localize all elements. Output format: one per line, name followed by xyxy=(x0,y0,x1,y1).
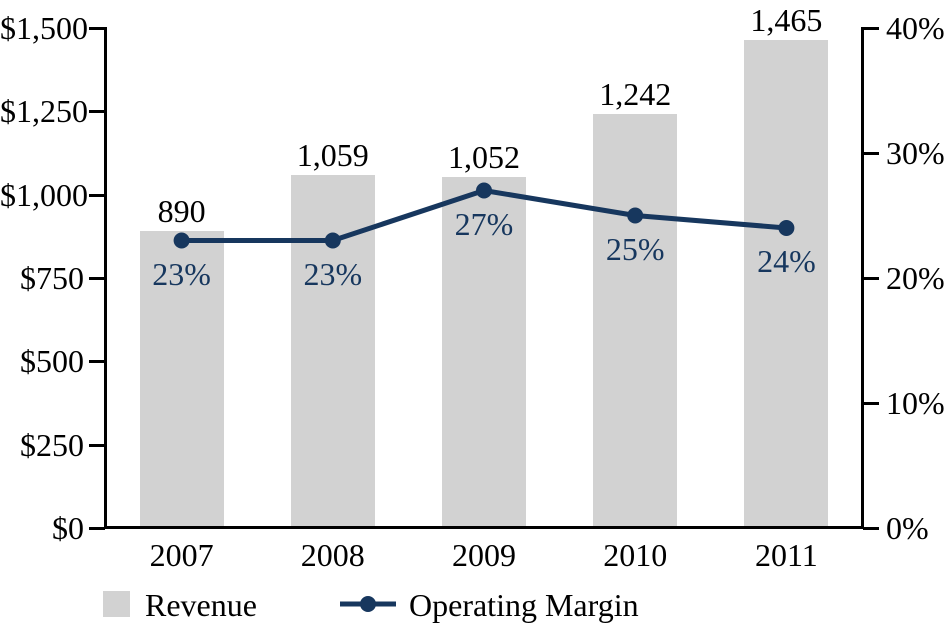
right-axis-tick-label: 40% xyxy=(886,10,944,46)
revenue-bar-2010 xyxy=(593,114,678,528)
right-axis-tick xyxy=(863,527,879,530)
revenue-value-label: 1,052 xyxy=(448,139,520,176)
right-axis-tick xyxy=(863,402,879,405)
x-axis-label-2010: 2010 xyxy=(603,537,668,573)
left-axis-tick-label: $0 xyxy=(52,510,84,546)
revenue-legend-label: Revenue xyxy=(145,587,257,623)
right-axis-line xyxy=(861,27,864,529)
operating-margin-value-label: 24% xyxy=(757,243,816,279)
left-axis-tick-label: $1,250 xyxy=(0,93,88,130)
operating-margin-value-label: 23% xyxy=(303,255,363,292)
left-axis-tick-label: $1,000 xyxy=(0,176,88,213)
left-axis-tick xyxy=(89,277,105,280)
left-axis-tick-label: $750 xyxy=(20,260,84,296)
right-axis-tick-label: 10% xyxy=(886,385,944,421)
revenue-legend-swatch xyxy=(103,591,130,617)
left-axis-tick xyxy=(89,360,105,364)
operating-margin-value-label: 23% xyxy=(152,255,211,292)
revenue-bar-2007 xyxy=(139,231,224,528)
operating-margin-value-label: 25% xyxy=(605,230,665,267)
left-axis-tick-label: $250 xyxy=(20,426,84,463)
left-axis-tick xyxy=(89,193,105,197)
operating-margin-legend-label: Operating Margin xyxy=(409,587,639,623)
right-axis-tick xyxy=(863,27,879,30)
right-axis-tick xyxy=(863,277,879,280)
x-axis-label-2011: 2011 xyxy=(754,537,818,573)
left-axis-tick xyxy=(89,443,105,447)
left-axis-tick xyxy=(89,110,105,114)
operating-margin-value-label: 27% xyxy=(454,205,514,242)
x-axis-line xyxy=(104,526,864,529)
left-axis-line xyxy=(104,27,107,529)
operating-margin-legend-marker xyxy=(340,596,396,612)
x-axis-label-2007: 2007 xyxy=(149,537,214,573)
right-axis-tick-label: 0% xyxy=(886,510,929,546)
right-axis-tick-label: 30% xyxy=(886,135,944,171)
right-axis-tick-label: 20% xyxy=(886,260,944,296)
x-axis-label-2008: 2008 xyxy=(300,537,365,573)
right-axis-tick xyxy=(863,152,879,155)
revenue-value-label: 1,059 xyxy=(296,137,369,173)
left-axis-tick xyxy=(89,27,105,30)
revenue-bar-2008 xyxy=(290,175,375,528)
revenue-bar-2011 xyxy=(744,39,829,528)
left-axis-tick-label: $1,500 xyxy=(0,10,88,46)
revenue-value-label: 1,242 xyxy=(599,76,672,112)
left-axis-tick xyxy=(89,527,105,530)
revenue-value-label: 1,465 xyxy=(750,1,823,38)
revenue-value-label: 890 xyxy=(157,193,206,230)
x-axis-label-2009: 2009 xyxy=(452,537,516,573)
left-axis-tick-label: $500 xyxy=(20,343,84,380)
